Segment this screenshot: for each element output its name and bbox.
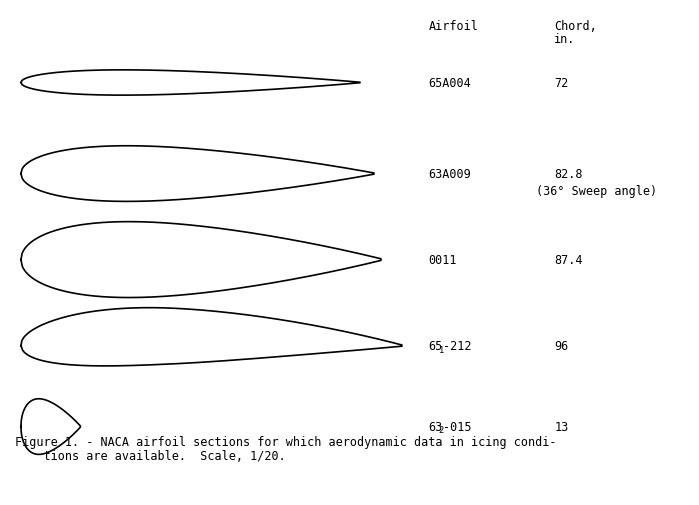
Text: 96: 96 (554, 339, 568, 352)
Text: 82.8: 82.8 (554, 168, 583, 181)
Text: (36° Sweep angle): (36° Sweep angle) (536, 185, 658, 197)
Text: 72: 72 (554, 77, 568, 90)
Text: 63A009: 63A009 (428, 168, 471, 181)
Text: Airfoil: Airfoil (428, 20, 478, 33)
Text: 65: 65 (428, 339, 442, 352)
Text: 87.4: 87.4 (554, 254, 583, 267)
Text: -212: -212 (442, 339, 471, 352)
Text: 65A004: 65A004 (428, 77, 471, 90)
Text: -015: -015 (442, 420, 471, 433)
Text: Chord,: Chord, (554, 20, 597, 33)
Text: tions are available.  Scale, 1/20.: tions are available. Scale, 1/20. (15, 449, 286, 462)
Text: 1: 1 (439, 345, 444, 354)
Text: 0011: 0011 (428, 254, 457, 267)
Text: 2: 2 (439, 426, 444, 435)
Text: Figure 1. - NACA airfoil sections for which aerodynamic data in icing condi-: Figure 1. - NACA airfoil sections for wh… (15, 435, 556, 448)
Text: in.: in. (554, 33, 576, 46)
Text: 13: 13 (554, 420, 568, 433)
Text: 63: 63 (428, 420, 442, 433)
